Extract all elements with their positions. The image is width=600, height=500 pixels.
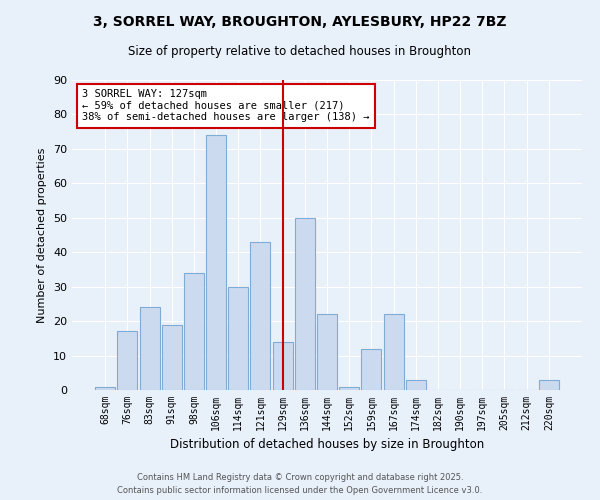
Bar [228,286,248,390]
Bar [339,386,359,390]
Bar [118,332,137,390]
Bar [184,273,204,390]
Bar [162,324,182,390]
Bar [383,314,404,390]
Bar [295,218,315,390]
Text: Contains public sector information licensed under the Open Government Licence v3: Contains public sector information licen… [118,486,482,495]
Bar [250,242,271,390]
Bar [272,342,293,390]
Text: 3, SORREL WAY, BROUGHTON, AYLESBURY, HP22 7BZ: 3, SORREL WAY, BROUGHTON, AYLESBURY, HP2… [93,15,507,29]
Bar [140,308,160,390]
Bar [539,380,559,390]
Bar [406,380,426,390]
Text: 3 SORREL WAY: 127sqm
← 59% of detached houses are smaller (217)
38% of semi-deta: 3 SORREL WAY: 127sqm ← 59% of detached h… [82,90,370,122]
Bar [317,314,337,390]
Bar [361,348,382,390]
Y-axis label: Number of detached properties: Number of detached properties [37,148,47,322]
Text: Contains HM Land Registry data © Crown copyright and database right 2025.: Contains HM Land Registry data © Crown c… [137,474,463,482]
Bar [95,386,115,390]
Text: Size of property relative to detached houses in Broughton: Size of property relative to detached ho… [128,45,472,58]
Bar [206,135,226,390]
X-axis label: Distribution of detached houses by size in Broughton: Distribution of detached houses by size … [170,438,484,452]
